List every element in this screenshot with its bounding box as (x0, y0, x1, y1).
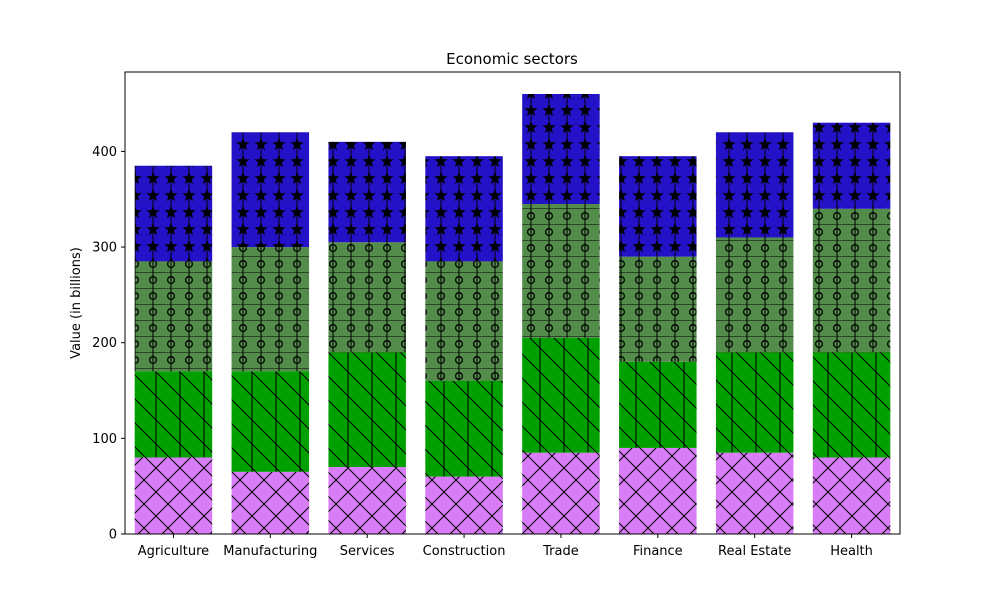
bar-health-segment-1 (812, 457, 891, 534)
y-tick-label: 100 (92, 432, 117, 447)
bar-services-segment-3 (328, 242, 406, 353)
plot-frame (124, 71, 901, 535)
ticks-layer: Agriculture Manufacturing Services Construc… (92, 145, 873, 559)
y-tick-label: 200 (92, 336, 117, 351)
bar-real-estate-segment-4 (715, 132, 794, 238)
bar-finance-segment-1 (619, 447, 697, 534)
bar-trade-segment-4 (522, 94, 600, 204)
bar-agriculture-segment-3 (134, 261, 213, 372)
chart-title: Economic sectors (446, 50, 578, 68)
bar-services-segment-4 (328, 141, 406, 243)
bar-construction-segment-1 (425, 476, 503, 534)
bar-agriculture-segment-4 (134, 165, 213, 262)
bar-trade-segment-1 (522, 452, 600, 534)
x-tick-label: Construction (423, 544, 506, 559)
x-tick-label: Health (830, 544, 873, 559)
bar-manufacturing-segment-4 (231, 132, 310, 248)
y-tick-label: 400 (92, 145, 117, 160)
x-tick-label: Services (340, 544, 395, 559)
bar-trade-segment-2 (522, 337, 600, 453)
x-tick-label: Finance (633, 544, 683, 559)
bar-manufacturing-segment-1 (231, 471, 310, 534)
bar-services-segment-1 (328, 467, 406, 534)
y-tick-label: 300 (92, 241, 117, 256)
x-tick-label: Agriculture (138, 544, 210, 559)
bar-construction-segment-3 (425, 261, 503, 381)
bar-services-segment-2 (328, 352, 406, 468)
bar-health-segment-3 (812, 208, 891, 353)
bar-real-estate-segment-3 (715, 237, 794, 353)
bar-manufacturing-segment-2 (231, 371, 310, 472)
bar-finance-segment-3 (619, 256, 697, 362)
bar-trade-segment-3 (522, 204, 600, 338)
bar-agriculture-segment-2 (134, 371, 213, 458)
y-axis-label: Value (in billions) (69, 247, 84, 359)
x-tick-label: Trade (542, 544, 579, 559)
x-tick-label: Real Estate (718, 544, 791, 559)
bar-finance-segment-4 (619, 156, 697, 257)
bar-agriculture-segment-1 (134, 457, 213, 534)
bar-manufacturing-segment-3 (231, 247, 310, 372)
y-tick-label: 0 (109, 528, 117, 543)
x-tick-label: Manufacturing (223, 544, 317, 559)
bar-health-segment-4 (812, 122, 891, 209)
bar-construction-segment-2 (425, 380, 503, 477)
bars-layer (134, 94, 891, 534)
bar-health-segment-2 (812, 352, 891, 458)
bar-construction-segment-4 (425, 156, 503, 262)
bar-real-estate-segment-2 (715, 352, 794, 453)
bar-finance-segment-2 (619, 361, 697, 448)
bar-real-estate-segment-1 (715, 452, 794, 534)
